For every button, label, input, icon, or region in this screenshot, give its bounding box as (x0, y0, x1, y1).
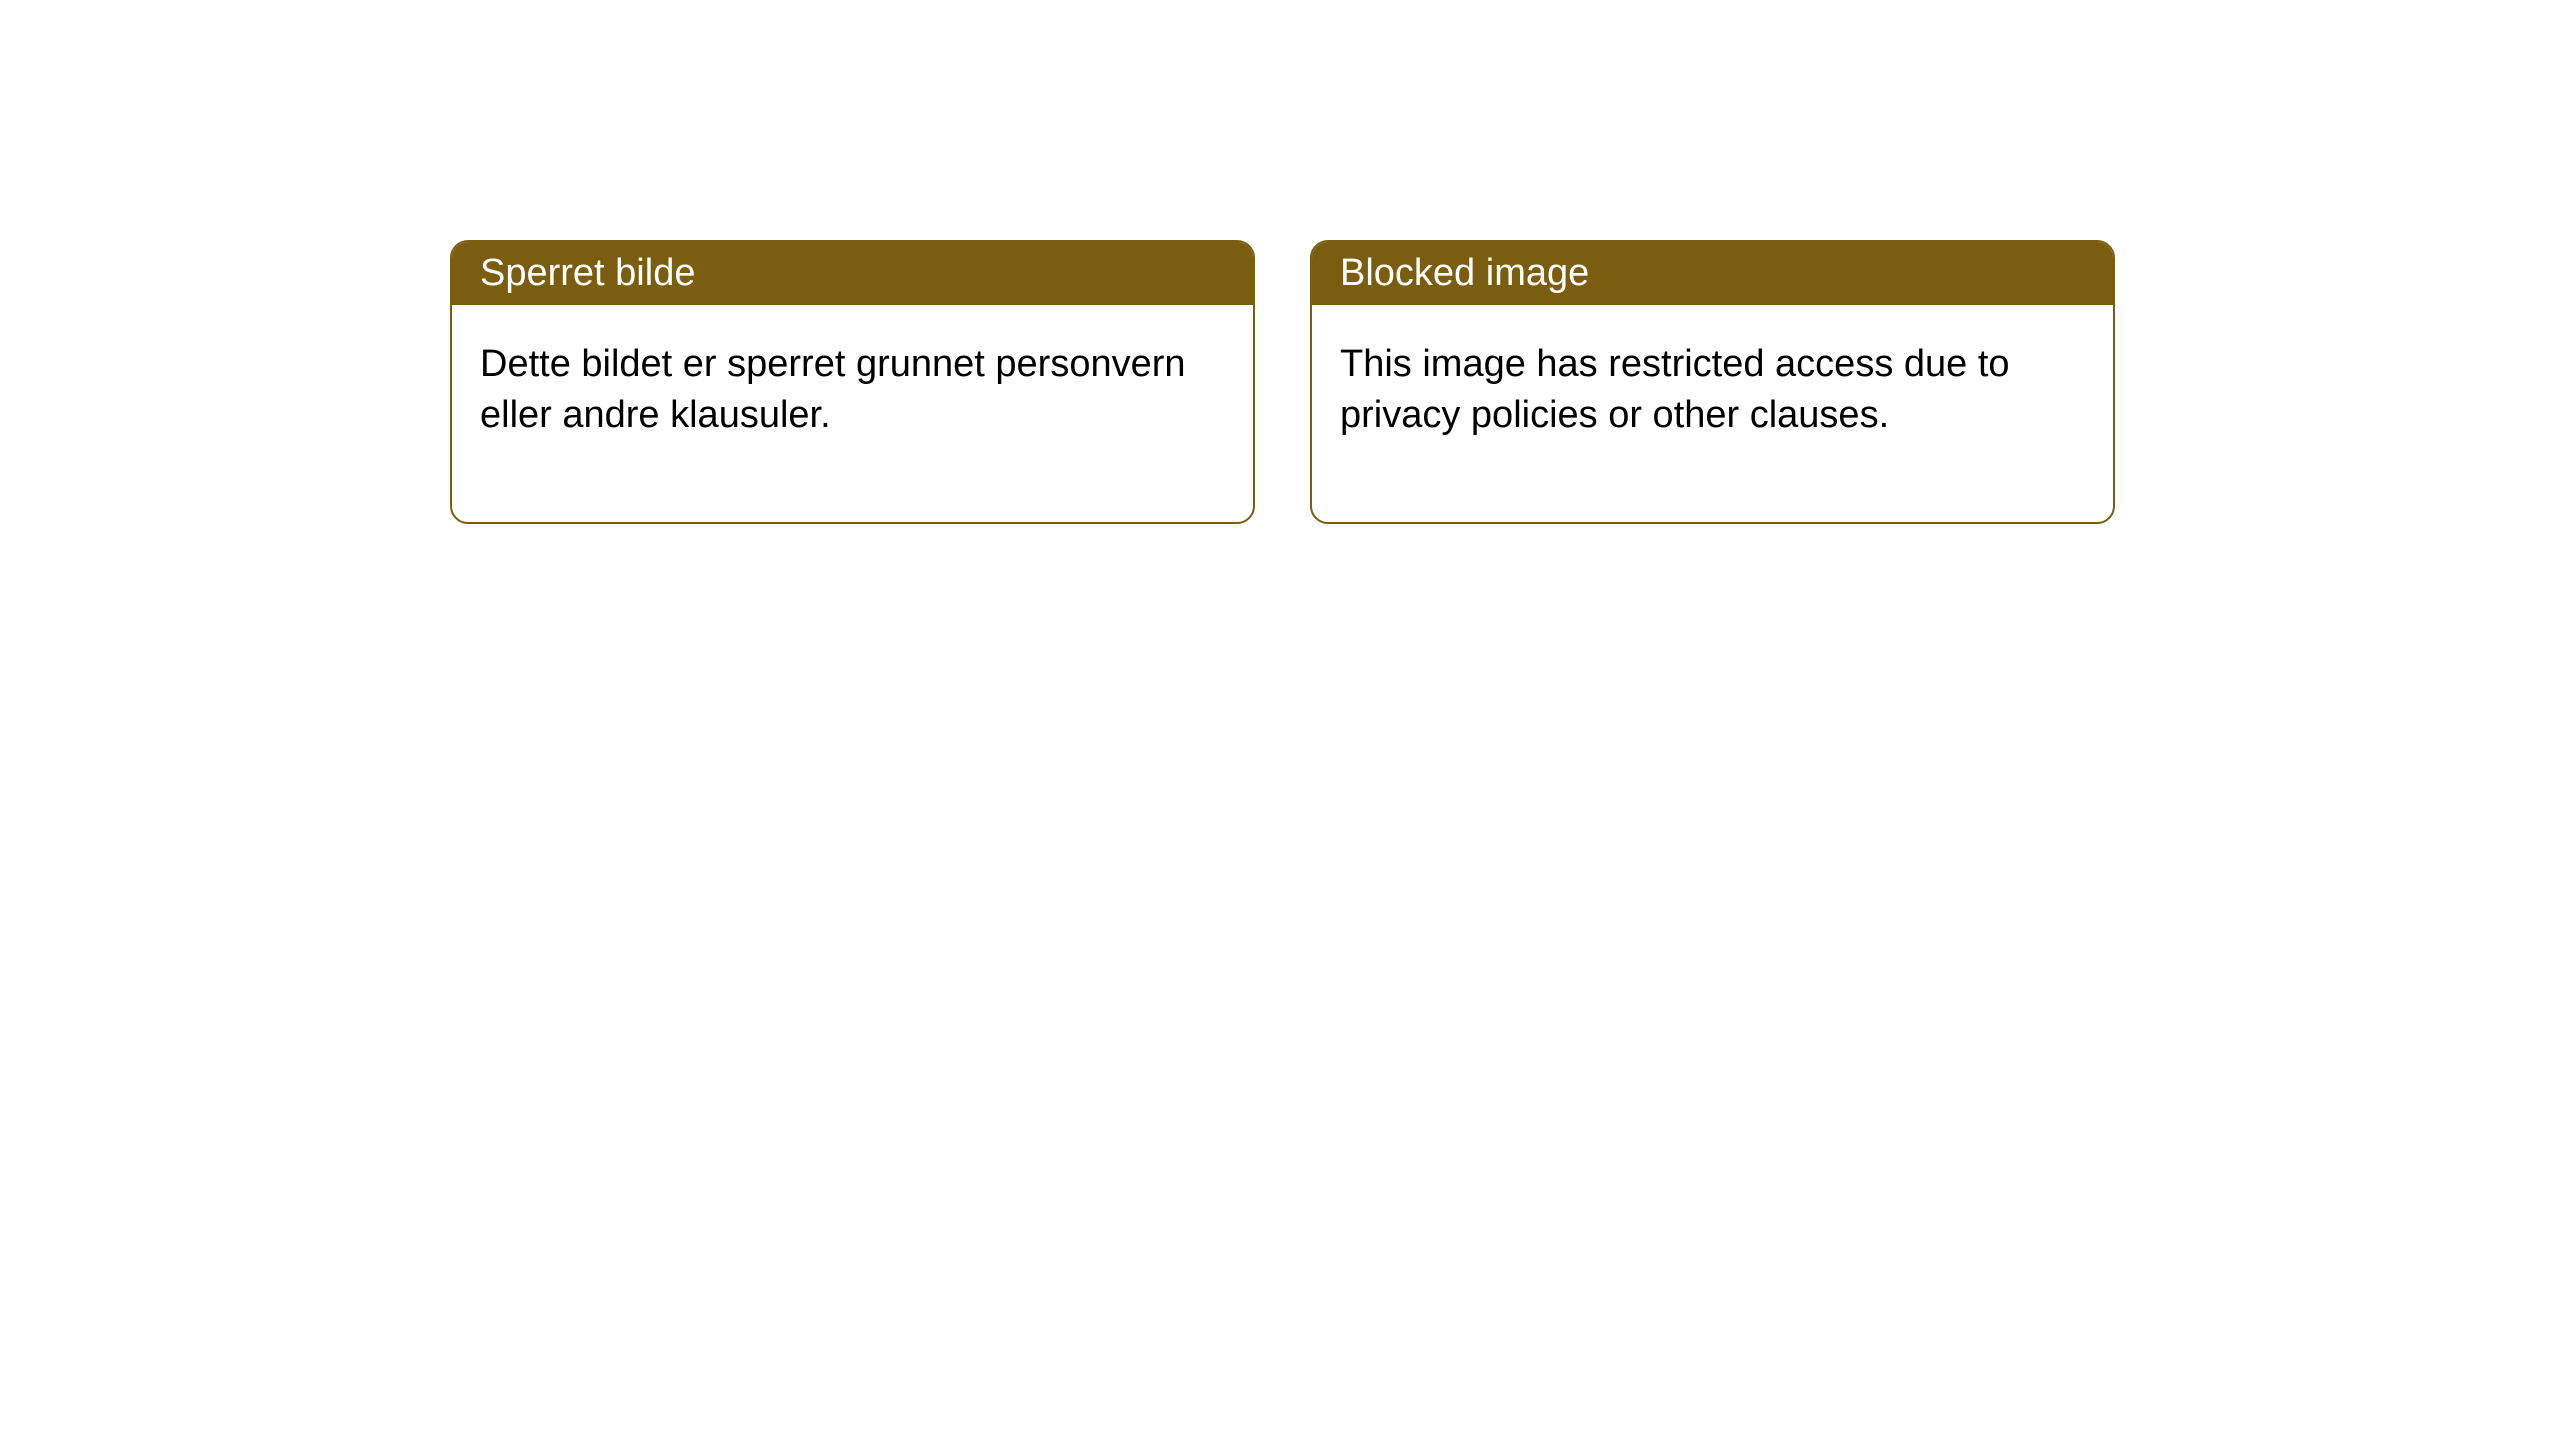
card-title-en: Blocked image (1312, 242, 2113, 305)
blocked-image-card-no: Sperret bilde Dette bildet er sperret gr… (450, 240, 1255, 524)
blocked-image-card-en: Blocked image This image has restricted … (1310, 240, 2115, 524)
card-body-no: Dette bildet er sperret grunnet personve… (452, 305, 1253, 522)
message-cards-row: Sperret bilde Dette bildet er sperret gr… (0, 0, 2560, 524)
card-title-no: Sperret bilde (452, 242, 1253, 305)
card-body-en: This image has restricted access due to … (1312, 305, 2113, 522)
